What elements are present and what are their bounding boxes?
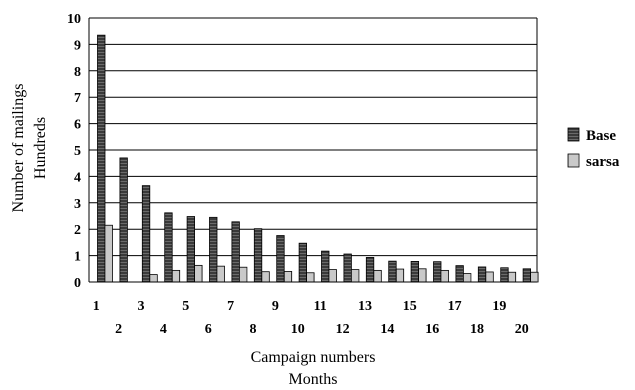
x-tick-label: 17: [448, 299, 462, 314]
x-tick-label: 10: [291, 322, 305, 337]
bar-base: [253, 228, 263, 283]
y-tick-label: 4: [74, 170, 81, 185]
y-tick-labels: 0 1 2 3 4 5 6 7 8 9 10: [67, 12, 81, 291]
bar-base: [388, 260, 397, 283]
y-tick-label: 3: [74, 197, 81, 212]
bar-base: [410, 261, 420, 283]
x-tick-label: 4: [160, 322, 167, 337]
x-axis-subtitle: Months: [289, 371, 338, 388]
bar-sarsa: [350, 269, 360, 283]
bar-base: [209, 216, 218, 283]
bar-base: [455, 265, 464, 283]
y-tick-label: 9: [74, 38, 81, 53]
x-tick-label: 11: [314, 299, 327, 314]
bar-sarsa: [440, 269, 449, 283]
bar-sarsa: [373, 269, 382, 283]
bar-base: [186, 216, 196, 283]
bar-base: [141, 185, 151, 283]
bar-base: [231, 221, 240, 283]
bar-base: [343, 253, 352, 283]
x-tick-label: 15: [403, 299, 417, 314]
bar-base: [164, 212, 173, 283]
y-tick-label: 10: [67, 12, 81, 27]
bar-sarsa: [530, 271, 539, 283]
bar-sarsa: [104, 224, 113, 283]
bar-sarsa: [395, 268, 405, 283]
y-tick-label: 5: [74, 144, 81, 159]
x-tick-label: 3: [138, 299, 145, 314]
y-tick-label: 8: [74, 65, 81, 80]
bar-sarsa: [171, 269, 181, 283]
axes: [88, 18, 537, 283]
y-tick-label: 1: [74, 250, 81, 265]
bar-base: [276, 235, 285, 283]
x-axis-title: Campaign numbers: [251, 349, 376, 366]
x-tick-label: 19: [492, 299, 506, 314]
y-tick-label: 6: [74, 118, 81, 133]
x-tick-label: 8: [250, 322, 257, 337]
bar-base: [321, 250, 330, 283]
bar-base: [477, 266, 487, 283]
bar-sarsa: [507, 271, 517, 283]
legend-swatch-sarsa: [567, 153, 580, 168]
bar-sarsa: [238, 266, 248, 283]
x-tick-label: 5: [182, 299, 189, 314]
x-tick-label: 16: [425, 322, 439, 337]
bar-sarsa: [462, 273, 472, 283]
x-tick-label: 18: [470, 322, 484, 337]
bar-sarsa: [216, 265, 225, 283]
bar-base: [433, 261, 442, 283]
x-tick-label: 2: [115, 322, 122, 337]
legend-label-base: Base: [586, 128, 616, 144]
bar-base: [522, 268, 531, 283]
y-axis-title: Number of mailings: [10, 84, 27, 213]
legend: Base sarsa: [567, 127, 620, 170]
x-tick-label: 6: [205, 322, 212, 337]
x-tick-label: 13: [358, 299, 372, 314]
bar-sarsa: [306, 272, 315, 283]
y-tick-label: 0: [74, 276, 81, 291]
x-tick-label: 12: [336, 322, 350, 337]
bar-sarsa: [328, 269, 337, 283]
x-tick-label: 14: [380, 322, 394, 337]
x-tick-label: 1: [93, 299, 100, 314]
bars: [97, 34, 539, 283]
bar-base: [365, 257, 375, 283]
x-tick-label: 20: [515, 322, 529, 337]
bar-sarsa: [485, 271, 494, 283]
y-tick-label: 2: [74, 223, 81, 238]
bar-sarsa: [194, 264, 203, 283]
x-tick-label: 9: [272, 299, 279, 314]
x-tick-label: 7: [227, 299, 234, 314]
bar-base: [97, 34, 106, 283]
bar-sarsa: [418, 268, 427, 283]
y-tick-label: 7: [74, 91, 81, 106]
grid-lines: [89, 17, 538, 283]
bar-base: [500, 267, 509, 283]
bar-sarsa: [149, 274, 158, 283]
bar-sarsa: [261, 271, 270, 283]
bar-base: [119, 157, 128, 283]
legend-label-sarsa: sarsa: [586, 154, 620, 170]
legend-swatch-base: [567, 127, 580, 142]
bar-sarsa: [283, 271, 293, 283]
bar-base: [298, 242, 308, 283]
y-axis-subtitle: Hundreds: [32, 117, 49, 179]
